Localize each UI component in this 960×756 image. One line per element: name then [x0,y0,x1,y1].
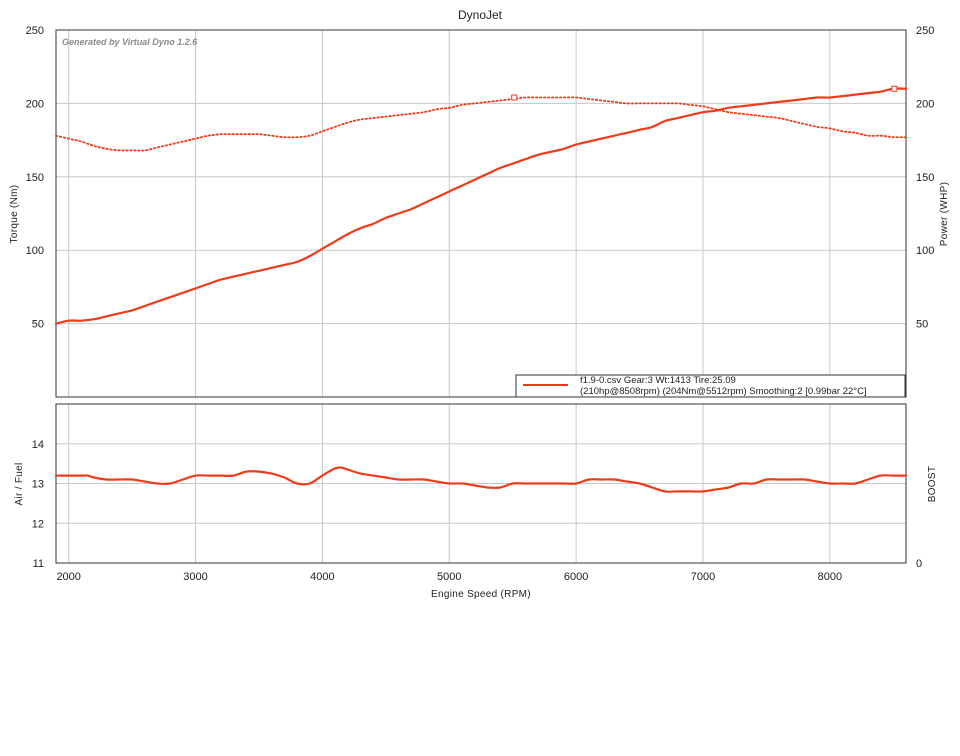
top-y-ticks-right: 50 100 150 200 250 [916,25,934,331]
top-y-tick-label: 250 [26,25,44,37]
power-peak-marker [891,85,898,92]
top-y-tick-label-right: 100 [916,245,934,257]
bottom-y-tick-label: 14 [32,439,44,451]
x-tick-label: 6000 [564,571,588,583]
top-y-ticks-left: 50 100 150 200 250 [26,25,44,331]
x-tick-label: 8000 [818,571,842,583]
legend-line-2: (210hp@8508rpm) (204Nm@5512rpm) Smoothin… [580,386,867,397]
top-plot-frame [55,29,907,398]
top-y-tick-label: 100 [26,245,44,257]
bottom-y-tick-label: 12 [32,518,44,530]
bottom-y-tick-label: 13 [32,479,44,491]
x-tick-label: 4000 [310,571,334,583]
bottom-series-group [54,466,908,493]
torque-peak-marker [511,94,518,101]
boost-axis-label: BOOST [927,466,938,503]
chart-title: DynoJet [458,8,503,22]
bottom-y-ticks-right: 0 [916,558,922,570]
air-fuel-curve [54,466,908,493]
legend-box [515,374,906,398]
air-fuel-axis-label: Air / Fuel [14,462,25,505]
top-y-tick-label: 200 [26,98,44,110]
top-y-tick-label-right: 250 [916,25,934,37]
bottom-y-tick-label-right: 0 [916,558,922,570]
torque-curve [55,96,907,152]
bottom-plot-frame [55,403,907,564]
top-y-tick-label: 50 [32,319,44,331]
top-y-tick-label: 150 [26,172,44,184]
bottom-y-tick-label: 11 [33,558,44,570]
x-tick-label: 5000 [437,571,461,583]
top-y-tick-label-right: 50 [916,319,928,331]
top-y-tick-label-right: 200 [916,98,934,110]
top-series-group [54,85,908,325]
x-tick-label: 2000 [56,571,80,583]
legend: f1.9-0.csv Gear:3 Wt:1413 Tire:25.09 (21… [515,374,906,398]
y-axis-label-left: Torque (Nm) [9,185,20,244]
power-curve [54,87,908,325]
x-axis-ticks: 2000 3000 4000 5000 6000 7000 8000 [56,571,842,583]
x-tick-label: 3000 [183,571,207,583]
bottom-grid [56,404,906,563]
y-axis-label-right: Power (WHP) [939,182,950,246]
legend-line-1: f1.9-0.csv Gear:3 Wt:1413 Tire:25.09 [580,375,736,386]
torque-power-panel: Generated by Virtual Dyno 1.2.6 50 100 150… [9,25,950,398]
x-tick-label: 7000 [691,571,715,583]
watermark-text: Generated by Virtual Dyno 1.2.6 [62,37,198,47]
bottom-y-ticks-left: 11 12 13 14 [32,439,44,570]
air-fuel-panel: 11 12 13 14 0 Air / Fuel BOOST [14,403,938,570]
x-axis-label: Engine Speed (RPM) [431,589,531,600]
top-y-tick-label-right: 150 [916,172,934,184]
